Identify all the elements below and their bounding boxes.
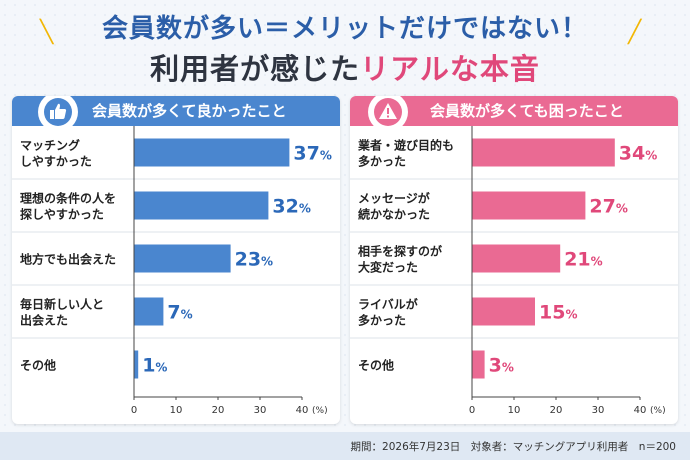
drawbacks-value-label: 3% xyxy=(489,355,514,377)
benefits-category-label: 地方でも出会えた xyxy=(20,252,116,267)
thumbs-up-icon xyxy=(38,96,78,132)
benefits-bar xyxy=(134,297,164,326)
benefits-x-tick-label: 40 xyxy=(296,405,309,416)
drawbacks-value-label: 34% xyxy=(619,143,657,165)
drawbacks-value-label: 21% xyxy=(564,249,602,271)
drawbacks-value-label: 27% xyxy=(589,196,627,218)
benefits-x-tick-label: 20 xyxy=(212,405,225,416)
drawbacks-value-label: 15% xyxy=(539,302,577,324)
sparkle-decoration-right: ╱ xyxy=(628,20,642,45)
drawbacks-category-label: その他 xyxy=(358,358,394,373)
drawbacks-bar xyxy=(472,191,586,220)
benefits-x-unit-label: (%) xyxy=(312,406,328,416)
benefits-x-tick-label: 30 xyxy=(254,405,267,416)
benefits-category-label: 理想の条件の人を探しやすかった xyxy=(20,191,116,222)
subtitle-highlight: リアルな本音 xyxy=(360,52,540,86)
benefits-x-tick-label: 10 xyxy=(170,405,183,416)
benefits-category-label: その他 xyxy=(20,358,56,373)
subtitle-prefix: 利用者が感じた xyxy=(150,52,361,86)
benefits-bar xyxy=(134,138,290,167)
benefits-bar xyxy=(134,244,231,273)
benefits-value-label: 1% xyxy=(142,355,167,377)
benefits-category-label: 毎日新しい人と出会えた xyxy=(20,297,104,328)
panel-drawbacks: 会員数が多くても困ったこと 業者・遊び目的も多かった 34% メッセージが続かなかっ… xyxy=(350,96,678,424)
chart-benefits: マッチングしやすかった 37% 理想の条件の人を探しやすかった 32% 地方でも出会えた… xyxy=(12,126,340,416)
benefits-value-label: 37% xyxy=(293,143,331,165)
benefits-value-label: 7% xyxy=(167,302,192,324)
drawbacks-bar xyxy=(472,350,485,379)
drawbacks-x-tick-label: 10 xyxy=(508,405,521,416)
drawbacks-x-tick-label: 20 xyxy=(550,405,563,416)
drawbacks-x-tick-label: 0 xyxy=(469,405,475,416)
benefits-bar xyxy=(134,191,269,220)
drawbacks-category-label: ライバルが多かった xyxy=(358,297,418,328)
footer-bar: 期間：2026年7月23日 対象者：マッチングアプリ利用者 n＝200 xyxy=(0,432,690,460)
benefits-value-label: 32% xyxy=(272,196,310,218)
benefits-x-tick-label: 0 xyxy=(131,405,137,416)
drawbacks-bar xyxy=(472,138,615,167)
benefits-category-label: マッチングしやすかった xyxy=(20,138,92,169)
drawbacks-category-label: 相手を探すのが大変だった xyxy=(358,244,442,275)
panel-benefits: 会員数が多くて良かったこと マッチングしやすかった 37% 理想の条件の人を探しやす… xyxy=(12,96,340,424)
drawbacks-bar xyxy=(472,297,535,326)
benefits-bar xyxy=(134,350,139,379)
benefits-value-label: 23% xyxy=(235,249,273,271)
sparkle-decoration-left: ╲ xyxy=(40,20,54,45)
drawbacks-category-label: メッセージが続かなかった xyxy=(358,191,430,222)
drawbacks-bar xyxy=(472,244,561,273)
drawbacks-x-tick-label: 40 xyxy=(634,405,647,416)
warning-icon xyxy=(368,96,408,132)
chart-drawbacks: 業者・遊び目的も多かった 34% メッセージが続かなかった 27% 相手を探すのが大変だ… xyxy=(350,126,678,416)
page-subtitle: 利用者が感じたリアルな本音 xyxy=(0,46,690,88)
page-title: 会員数が多い＝メリットだけではない！ xyxy=(101,14,588,44)
drawbacks-category-label: 業者・遊び目的も多かった xyxy=(357,138,454,169)
drawbacks-x-unit-label: (%) xyxy=(650,406,666,416)
drawbacks-x-tick-label: 30 xyxy=(592,405,605,416)
footer-note: 期間：2026年7月23日 対象者：マッチングアプリ利用者 n＝200 xyxy=(350,441,676,453)
